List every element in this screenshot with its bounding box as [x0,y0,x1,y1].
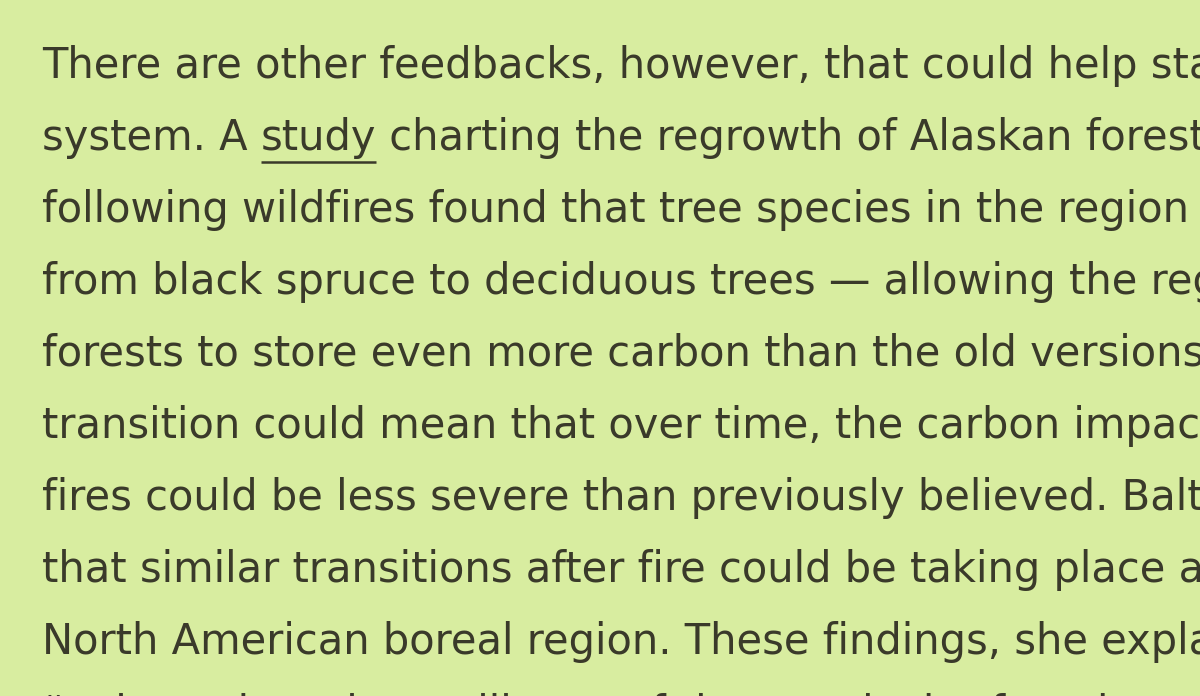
Text: system. A: system. A [42,117,260,159]
Text: There are other feedbacks, however, that could help stabilize the: There are other feedbacks, however, that… [42,45,1200,87]
Text: following wildfires found that tree species in the region: following wildfires found that tree spec… [42,189,1200,231]
Text: that similar transitions after fire could be taking place across the: that similar transitions after fire coul… [42,549,1200,591]
Text: forests to store even more carbon than the old versions. That: forests to store even more carbon than t… [42,333,1200,375]
Text: “point to broader resilience of that particular function of the: “point to broader resilience of that par… [42,693,1200,696]
Text: North American boreal region. These findings, she explains,: North American boreal region. These find… [42,621,1200,663]
Text: charting the regrowth of Alaskan forests: charting the regrowth of Alaskan forests [377,117,1200,159]
Text: transition could mean that over time, the carbon impacts of forest: transition could mean that over time, th… [42,405,1200,447]
Text: fires could be less severe than previously believed. Baltzer says: fires could be less severe than previous… [42,477,1200,519]
Text: from black spruce to deciduous trees — allowing the regenerated: from black spruce to deciduous trees — a… [42,261,1200,303]
Text: study: study [260,117,377,159]
